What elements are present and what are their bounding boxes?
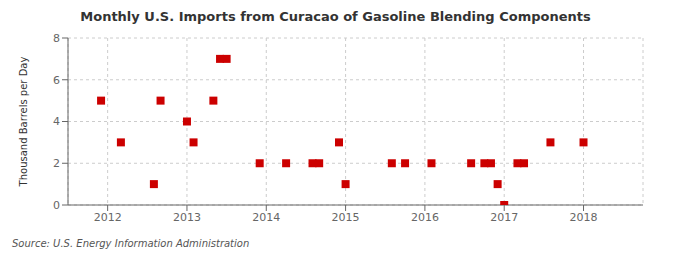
svg-text:4: 4: [53, 115, 60, 128]
svg-text:2015: 2015: [332, 211, 360, 224]
svg-text:8: 8: [53, 32, 60, 45]
svg-text:0: 0: [53, 199, 60, 212]
svg-text:Thousand Barrels per Day: Thousand Barrels per Day: [18, 57, 29, 188]
svg-text:2014: 2014: [252, 211, 280, 224]
svg-text:2: 2: [53, 157, 60, 170]
html-text:Source: U.S. Energy Informatio: Source: U.S. Energy Information Administ…: [12, 238, 250, 249]
svg-text:2013: 2013: [173, 211, 201, 224]
svg-text:2012: 2012: [94, 211, 122, 224]
svg-text:2016: 2016: [411, 211, 439, 224]
svg-text:6: 6: [53, 74, 60, 87]
html-text:Monthly U.S. Imports from Cura: Monthly U.S. Imports from Curacao of Gas…: [80, 9, 591, 24]
svg-text:2018: 2018: [570, 211, 598, 224]
svg-text:2017: 2017: [490, 211, 518, 224]
